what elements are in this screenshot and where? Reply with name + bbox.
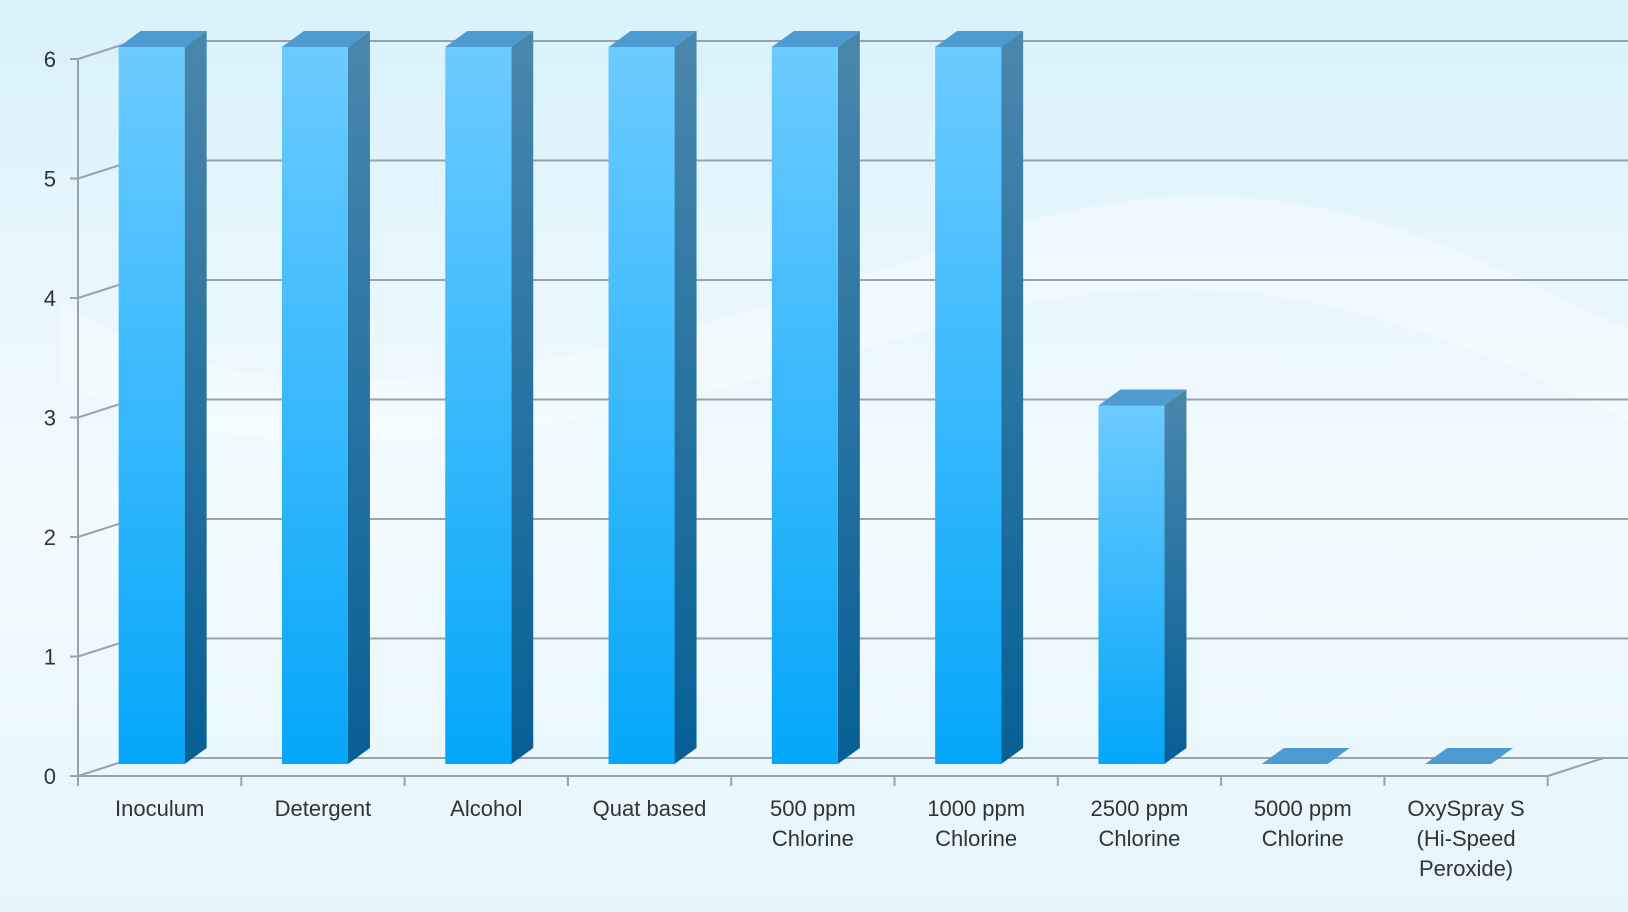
y-tick-label: 3: [44, 406, 56, 431]
y-tick-label: 6: [44, 47, 56, 72]
x-tick-label: 5000 ppm Chlorine: [1254, 796, 1352, 851]
x-tick-label: Quat based: [593, 796, 707, 821]
bar-top: [1261, 748, 1350, 764]
bar-front: [118, 47, 185, 764]
bar-top: [281, 31, 370, 47]
bar-side: [511, 31, 534, 764]
bar-side: [1001, 31, 1024, 764]
bar-side: [184, 31, 207, 764]
bar-front: [935, 47, 1002, 764]
gridlines: [77, 40, 1628, 658]
bar-top: [118, 31, 207, 47]
bar-top: [935, 31, 1024, 47]
bar-top: [1098, 389, 1187, 406]
x-tick-label: 500 ppm Chlorine: [770, 796, 856, 851]
bar: [1425, 748, 1514, 764]
bar-side: [837, 31, 860, 764]
y-tick-label: 4: [44, 286, 56, 311]
bar-front: [281, 47, 348, 764]
bar-front: [771, 47, 838, 764]
bar-front: [445, 47, 512, 764]
bar-top: [445, 31, 534, 47]
x-tick-label: Detergent: [275, 796, 372, 821]
bar-front: [1098, 405, 1165, 764]
bars: [118, 31, 1514, 764]
x-tick-label: 2500 ppm Chlorine: [1091, 796, 1189, 851]
bar: [445, 31, 534, 764]
x-tick-label: OxySpray S (Hi-Speed Peroxide): [1407, 796, 1524, 881]
bar-front: [608, 47, 675, 764]
tick-labels: 0 1 2 3 4 5 6 Inoculum Detergent Alcohol Quat base…: [44, 47, 1525, 881]
bar-top: [608, 31, 697, 47]
bar: [118, 31, 207, 764]
y-tick-label: 1: [44, 645, 56, 670]
y-tick-label: 5: [44, 167, 56, 192]
y-tick-label: 2: [44, 525, 56, 550]
x-tick-label: Alcohol: [450, 796, 522, 821]
x-tick-label: 1000 ppm Chlorine: [927, 796, 1025, 851]
bar: [771, 31, 860, 764]
bar-side: [1164, 389, 1187, 764]
x-tick-label: Inoculum: [115, 796, 204, 821]
bar: [1261, 748, 1350, 764]
bar: [608, 31, 697, 764]
y-tick-label: 0: [44, 764, 56, 789]
floor-right-diagonal: [1547, 757, 1605, 777]
bar: [935, 31, 1024, 764]
bar-side: [347, 31, 370, 764]
bar-top: [1425, 748, 1514, 764]
bar: [281, 31, 370, 764]
bar-side: [674, 31, 697, 764]
bar: [1098, 389, 1187, 764]
bar-top: [771, 31, 860, 47]
